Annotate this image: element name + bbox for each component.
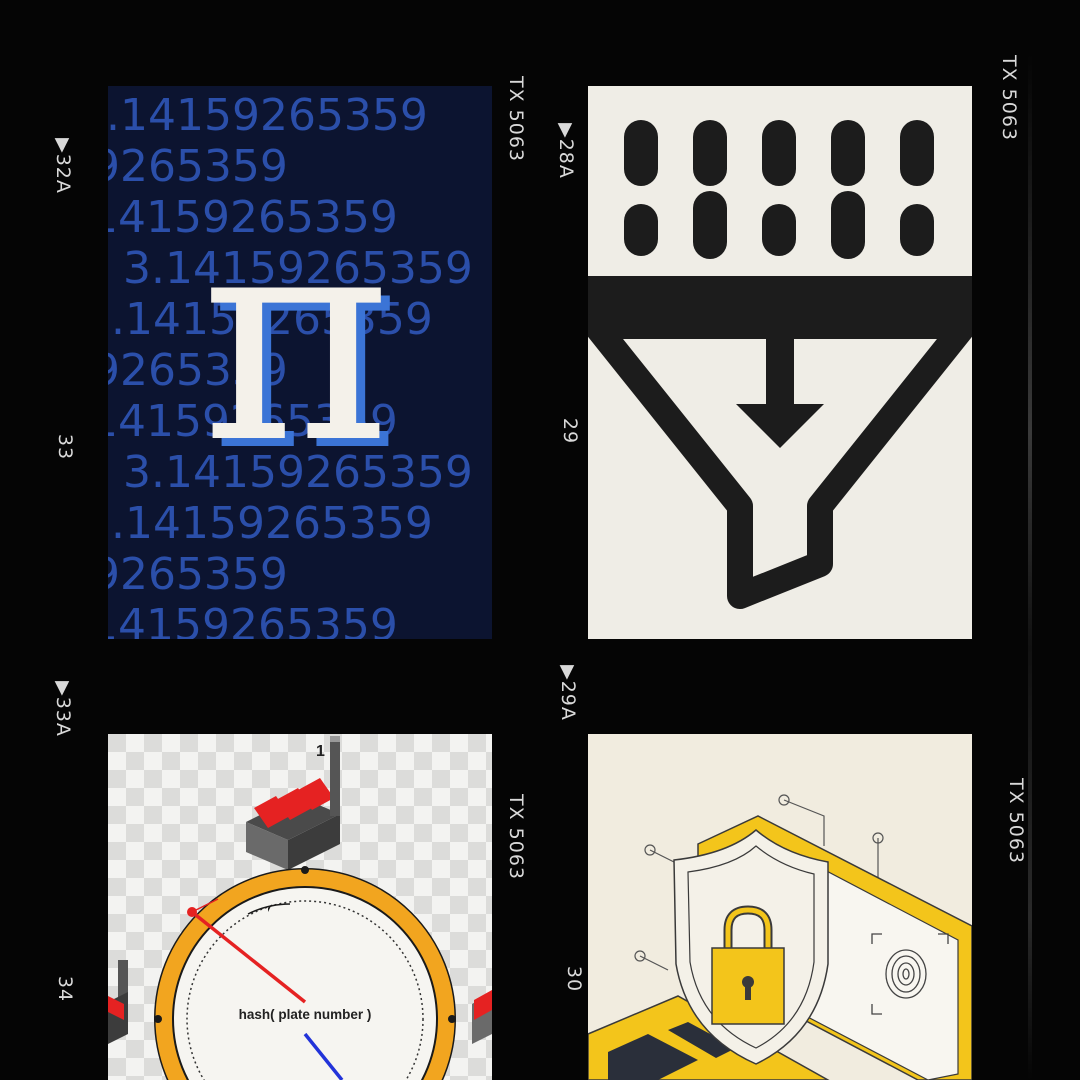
pointer-blue	[303, 1032, 344, 1080]
frame-number-29: 29	[559, 417, 582, 445]
pi-illustration: 3.14159265359 3.14159265359 3.1415926535…	[108, 86, 492, 639]
frame-number-29a: ▶29A	[556, 665, 579, 721]
filter-frame	[588, 86, 972, 639]
pi-digits-row: 3.14159265359	[108, 498, 433, 549]
edge-code-2: TX 5063	[998, 54, 1021, 142]
pi-digits-row: 3.14159265359	[108, 90, 428, 141]
pi-digits-row: 3.14159265359	[123, 447, 473, 498]
fingerprint-icon	[871, 933, 949, 1015]
pi-digits-row: 3.14159265359	[108, 141, 288, 192]
pi-digits-row: 3.14159265359	[108, 396, 398, 447]
frame-number-28a: ▶28A	[554, 123, 577, 179]
pi-symbol-shadow: π	[210, 178, 401, 515]
edge-code-1: TX 5063	[505, 75, 528, 163]
pi-symbol: π	[201, 170, 392, 507]
frame-number-33a: ▶33A	[51, 681, 74, 737]
pi-background	[108, 86, 492, 639]
padlock-icon	[711, 905, 785, 1025]
edge-code-3: TX 5063	[505, 793, 528, 881]
pointer-red	[190, 910, 307, 1004]
pi-frame: 3.14159265359 3.14159265359 3.1415926535…	[108, 86, 492, 639]
server-icon	[246, 736, 340, 870]
hash-ring-frame: 1 hash( plate number )	[108, 734, 492, 1080]
pi-digits-row: 3.14159265359	[108, 549, 288, 600]
consistent-hash-diagram: 1 hash( plate number )	[108, 734, 492, 1080]
edge-code-4: TX 5063	[1005, 777, 1028, 865]
pi-digits-row: 3.14159265359	[123, 243, 473, 294]
arrow-down-icon	[736, 336, 824, 448]
security-illustration	[588, 734, 972, 1080]
filter-funnel-icon	[588, 86, 972, 639]
direction-arrow-icon	[268, 904, 272, 912]
pi-digits-row: 3.14159265359	[108, 192, 398, 243]
server-icon	[108, 960, 128, 1044]
server-label: 1	[316, 743, 325, 760]
film-scratch	[1028, 0, 1032, 1080]
server-icon	[472, 990, 492, 1044]
security-frame	[588, 734, 972, 1080]
pi-digits-row: 3.14159265359	[108, 345, 288, 396]
frame-number-30: 30	[563, 965, 586, 993]
frame-number-33: 33	[54, 433, 77, 461]
pi-digits-row: 3.14159265359	[108, 294, 433, 345]
frame-number-34: 34	[54, 975, 77, 1003]
hash-label: hash( plate number )	[239, 1007, 372, 1022]
frame-number-32a: ▶32A	[51, 138, 74, 194]
pi-digits-row: 3.14159265359	[108, 600, 398, 639]
